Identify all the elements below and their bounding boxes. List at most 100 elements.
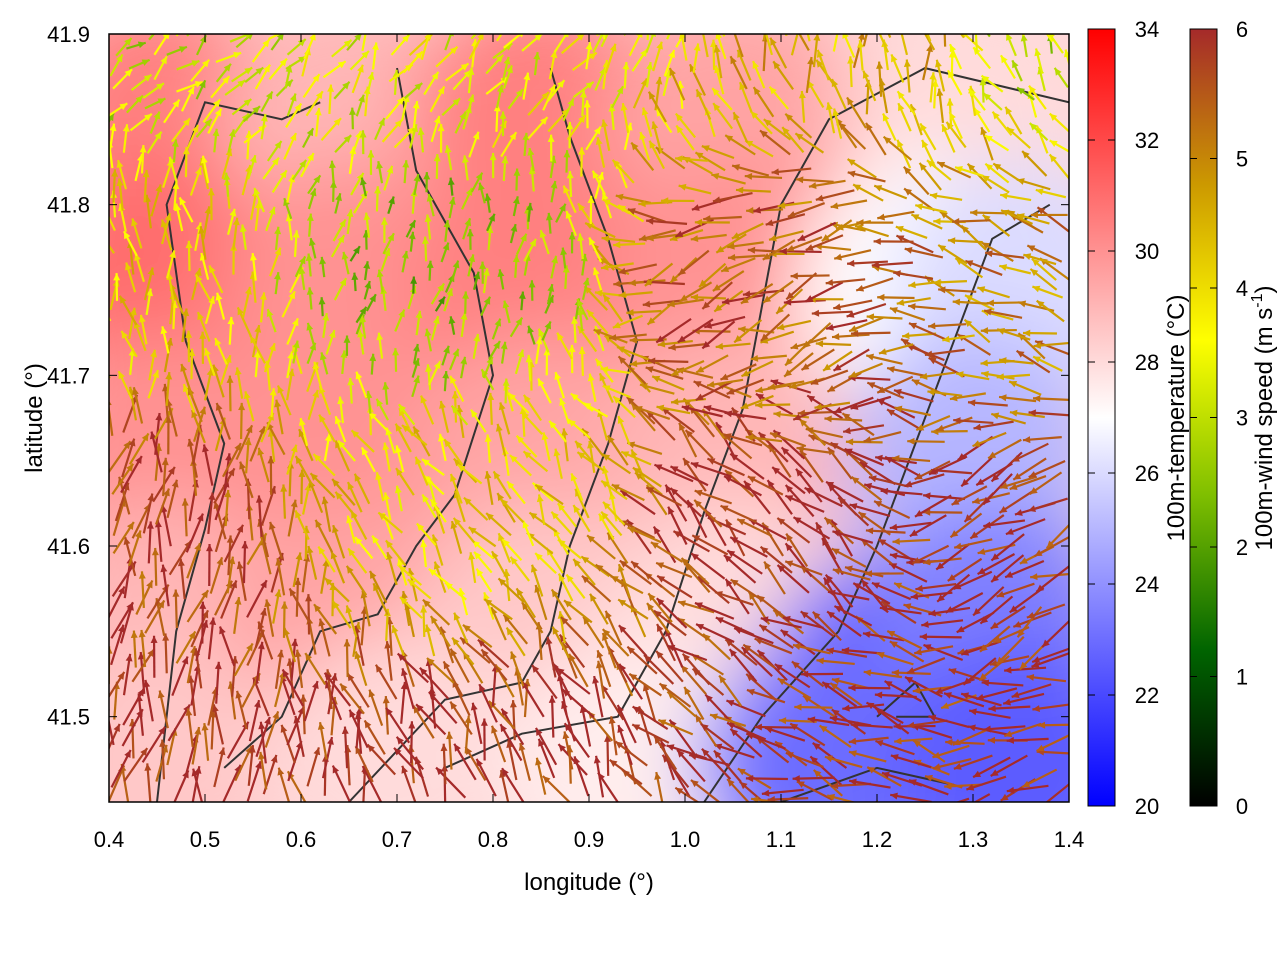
wind-arrow-318 [568, 653, 589, 688]
wind-arrow-1029 [109, 382, 110, 383]
wind-arrow-1292 [467, 254, 476, 277]
wind-arrow-1195 [480, 296, 492, 317]
wind-arrow-30 [674, 786, 700, 802]
wind-arrow-326 [728, 648, 758, 683]
wind-arrow-553 [386, 551, 398, 586]
wind-arrow-1353 [677, 249, 710, 277]
wind-arrow-384 [889, 640, 925, 663]
wind-arrow-15 [401, 765, 417, 802]
wind-arrow-399 [254, 607, 267, 648]
wind-arrow-552 [347, 547, 368, 574]
wind-arrow-1294 [512, 254, 520, 278]
wind-arrow-1383 [332, 218, 347, 242]
wind-arrow-1472 [142, 169, 150, 203]
wind-arrow-773 [825, 480, 864, 503]
wind-arrow-993 [355, 371, 368, 399]
wind-arrow-679 [912, 544, 950, 565]
wind-arrow-383 [876, 651, 914, 666]
wind-arrow-420 [646, 602, 670, 634]
wind-arrow-564 [580, 555, 610, 578]
wind-arrow-987 [234, 367, 244, 399]
wind-arrow-579 [864, 570, 904, 578]
temperature-colorbar-tick-label-3: 26 [1135, 461, 1159, 486]
wind-arrow-933 [132, 387, 144, 424]
wind-arrow-1434 [374, 186, 382, 212]
wind-arrow-1277 [165, 250, 176, 279]
wind-arrow-1286 [341, 251, 350, 275]
wind-arrow-493 [160, 564, 170, 607]
wind-arrow-246 [122, 653, 133, 696]
wind-arrow-673 [792, 516, 831, 540]
wind-arrow-1128 [128, 307, 137, 340]
wind-arrow-1073 [955, 371, 990, 381]
wind-arrow-1891 [677, 3, 685, 31]
wind-arrow-1282 [269, 247, 282, 277]
wind-arrow-1380 [265, 206, 276, 232]
wind-arrow-575 [784, 560, 823, 576]
wind-arrow-1411 [854, 224, 889, 238]
wind-arrow-344 [130, 630, 138, 668]
x-tick-label-2: 0.6 [286, 827, 317, 852]
wind-arrow-855 [541, 432, 551, 462]
wind-arrow-71 [537, 738, 556, 779]
wind-arrow-1492 [550, 180, 558, 203]
wind-arrow-1486 [423, 172, 431, 193]
wind-arrow-1256 [690, 293, 726, 301]
wind-arrow-1129 [138, 314, 148, 345]
wind-arrow-281 [794, 703, 833, 711]
wind-arrow-1013 [740, 394, 774, 410]
wind-arrow-274 [658, 682, 692, 708]
wind-arrow-451 [288, 587, 311, 623]
wind-arrow-177 [694, 714, 718, 748]
wind-arrow-633 [977, 553, 1016, 576]
wind-arrow-665 [627, 526, 662, 544]
wind-arrow-798 [382, 442, 391, 472]
wind-arrow-295 [131, 648, 156, 683]
wind-arrow-166 [470, 702, 483, 745]
wind-arrow-262 [419, 667, 450, 700]
wind-arrow-495 [209, 557, 224, 594]
wind-arrow-176 [657, 718, 694, 736]
wind-arrow-829 [982, 473, 1013, 506]
wind-arrow-1378 [227, 208, 237, 235]
wind-arrow-1333 [308, 237, 317, 259]
wind-arrow-1154 [608, 333, 647, 341]
wind-arrow-190 [932, 744, 970, 759]
wind-arrow-60 [321, 736, 334, 779]
wind-arrow-68 [464, 746, 487, 781]
wind-arrow-618 [672, 530, 710, 553]
wind-arrow-513 [557, 573, 574, 602]
wind-arrow-718 [720, 504, 757, 524]
wind-arrow-1369 [984, 250, 1025, 259]
x-tick-label-1: 0.5 [190, 827, 221, 852]
wind-arrow-1166 [850, 330, 891, 337]
wind-arrow-1264 [846, 302, 887, 318]
wind-arrow-551 [330, 550, 346, 584]
wind-arrow-1147 [509, 317, 524, 338]
wind-arrow-1443 [555, 203, 567, 223]
wind-arrow-74 [604, 734, 612, 776]
wind-arrow-929 [1011, 442, 1049, 463]
wind-arrow-339 [976, 687, 1018, 701]
wind-arrow-244 [1037, 721, 1069, 729]
wind-arrow-573 [759, 545, 793, 574]
wind-arrow-1116 [832, 348, 870, 372]
wind-colorbar-tick-label-4: 4 [1236, 276, 1248, 301]
wind-arrow-658 [522, 520, 535, 547]
wind-arrow-949 [450, 405, 469, 426]
wind-arrow-703 [429, 498, 447, 523]
wind-arrow-944 [365, 390, 373, 414]
wind-arrow-485 [956, 611, 995, 634]
wind-arrow-424 [715, 616, 755, 637]
wind-arrow-411 [462, 624, 493, 649]
wind-arrow-397 [199, 601, 207, 644]
wind-arrow-1416 [947, 237, 983, 245]
wind-arrow-306 [343, 639, 351, 678]
wind-arrow-333 [848, 684, 891, 692]
wind-arrow-203 [235, 690, 248, 730]
wind-arrow-1901 [887, 34, 892, 39]
wind-arrow-1142 [415, 310, 423, 336]
wind-arrow-1009 [651, 375, 685, 391]
wind-arrow-1355 [720, 257, 756, 273]
wind-arrow-1011 [693, 380, 731, 399]
